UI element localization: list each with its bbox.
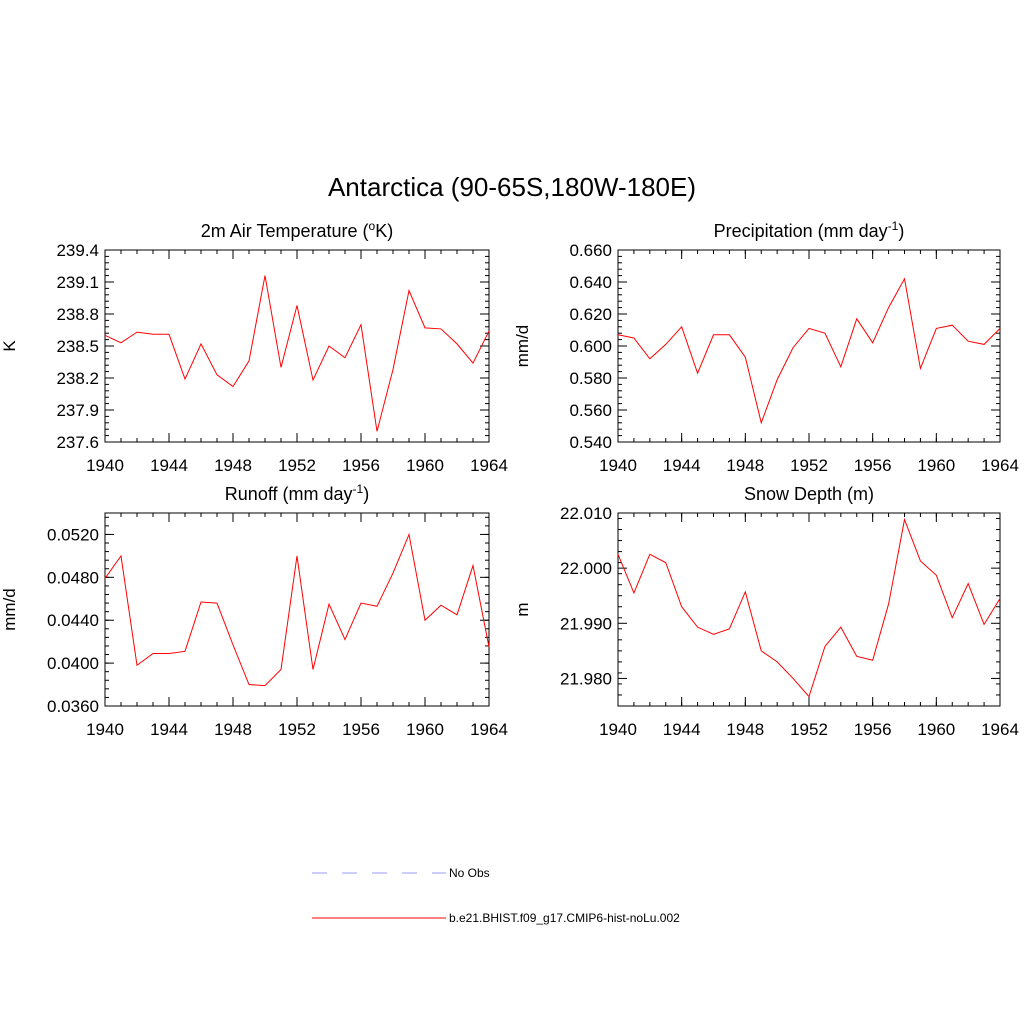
- panel-title: 2m Air Temperature (oK): [201, 219, 393, 241]
- plot-frame: [104, 249, 490, 443]
- y-tick-label: 21.980: [560, 669, 612, 688]
- series-line: [104, 532, 490, 687]
- x-tick-label: 1956: [854, 456, 892, 475]
- x-tick-label: 1940: [86, 720, 124, 739]
- y-tick-label: 0.660: [569, 241, 612, 260]
- y-axis-label: K: [0, 340, 19, 352]
- x-tick-label: 1948: [726, 456, 764, 475]
- series-line: [617, 517, 1001, 698]
- x-tick-label: 1960: [917, 720, 955, 739]
- legend-label: No Obs: [449, 866, 490, 880]
- x-tick-label: 1944: [663, 456, 701, 475]
- y-axis-label: m: [513, 602, 532, 616]
- y-tick-label: 0.0400: [47, 654, 99, 673]
- y-axis-label: mm/d: [0, 588, 19, 631]
- x-tick-label: 1956: [342, 720, 380, 739]
- x-tick-label: 1952: [278, 456, 316, 475]
- y-tick-label: 0.580: [569, 369, 612, 388]
- figure-title: Antarctica (90-65S,180W-180E): [328, 172, 696, 202]
- x-tick-label: 1944: [663, 720, 701, 739]
- y-tick-label: 239.4: [56, 241, 99, 260]
- x-tick-label: 1952: [278, 720, 316, 739]
- y-tick-label: 238.2: [56, 369, 99, 388]
- x-tick-label: 1960: [406, 456, 444, 475]
- y-tick-label: 0.600: [569, 337, 612, 356]
- y-tick-label: 237.6: [56, 433, 99, 452]
- panel-title-end: ): [898, 221, 904, 241]
- legend-label: b.e21.BHIST.f09_g17.CMIP6-hist-noLu.002: [449, 911, 680, 925]
- panel-title-end: ): [363, 484, 369, 504]
- panel-title: Precipitation (mm day-1): [714, 219, 905, 241]
- legend: No Obs b.e21.BHIST.f09_g17.CMIP6-hist-noL…: [312, 866, 680, 925]
- y-tick-label: 237.9: [56, 401, 99, 420]
- panel-runoff: Runoff (mm day-1) mm/d 0.0520 0.0480 0.0440 0…: [0, 482, 508, 739]
- series-line: [617, 277, 1001, 425]
- x-tick-label: 1964: [981, 456, 1019, 475]
- y-tick-label: 0.540: [569, 433, 612, 452]
- panel-title-text: Precipitation (mm day: [714, 221, 888, 241]
- x-tick-label: 1948: [214, 456, 252, 475]
- panel-title-end: K): [375, 221, 393, 241]
- y-tick-label: 238.8: [56, 305, 99, 324]
- series-line: [104, 275, 490, 432]
- x-tick-label: 1960: [917, 456, 955, 475]
- y-axis-label: mm/d: [513, 325, 532, 368]
- panel-temperature: 2m Air Temperature (oK) K 239.4 239.1 238.8 2…: [0, 219, 508, 475]
- plot-frame: [104, 512, 490, 707]
- panel-title-text: Snow Depth (m): [744, 484, 874, 504]
- panel-title-superscript: o: [369, 219, 376, 233]
- x-tick-label: 1964: [470, 456, 508, 475]
- x-tick-label: 1940: [599, 720, 637, 739]
- x-tick-label: 1956: [854, 720, 892, 739]
- panel-title-text: 2m Air Temperature (: [201, 221, 369, 241]
- y-tick-label: 22.000: [560, 559, 612, 578]
- panel-title-text: Runoff (mm day: [225, 484, 353, 504]
- x-tick-label: 1952: [790, 456, 828, 475]
- panel-title: Snow Depth (m): [744, 484, 874, 504]
- y-tick-label: 0.640: [569, 273, 612, 292]
- x-tick-label: 1948: [726, 720, 764, 739]
- panels: 2m Air Temperature (oK) K 239.4 239.1 238.8 2…: [0, 219, 1019, 739]
- panel-title-superscript: -1: [353, 482, 364, 496]
- y-tick-label: 0.620: [569, 305, 612, 324]
- x-tick-label: 1940: [599, 456, 637, 475]
- plot-frame: [617, 512, 1001, 707]
- x-tick-label: 1948: [214, 720, 252, 739]
- y-tick-label: 0.560: [569, 401, 612, 420]
- panel-title: Runoff (mm day-1): [225, 482, 369, 504]
- x-tick-label: 1952: [790, 720, 828, 739]
- x-tick-label: 1960: [406, 720, 444, 739]
- panel-title-superscript: -1: [888, 219, 899, 233]
- x-tick-label: 1964: [981, 720, 1019, 739]
- y-tick-label: 0.0480: [47, 568, 99, 587]
- x-tick-label: 1944: [150, 456, 188, 475]
- y-tick-label: 0.0360: [47, 697, 99, 716]
- y-tick-label: 21.990: [560, 614, 612, 633]
- y-tick-label: 22.010: [560, 504, 612, 523]
- y-tick-label: 0.0520: [47, 525, 99, 544]
- panel-precipitation: Precipitation (mm day-1) mm/d 0.660 0.640 0.…: [513, 219, 1019, 475]
- panel-snow-depth: Snow Depth (m) m 22.010 22.000 21.990 21.980 1…: [513, 484, 1019, 739]
- x-tick-label: 1964: [470, 720, 508, 739]
- y-tick-label: 238.5: [56, 337, 99, 356]
- x-tick-label: 1940: [86, 456, 124, 475]
- x-tick-label: 1956: [342, 456, 380, 475]
- y-tick-label: 239.1: [56, 273, 99, 292]
- x-tick-label: 1944: [150, 720, 188, 739]
- y-tick-label: 0.0440: [47, 611, 99, 630]
- plot-frame: [617, 249, 1001, 443]
